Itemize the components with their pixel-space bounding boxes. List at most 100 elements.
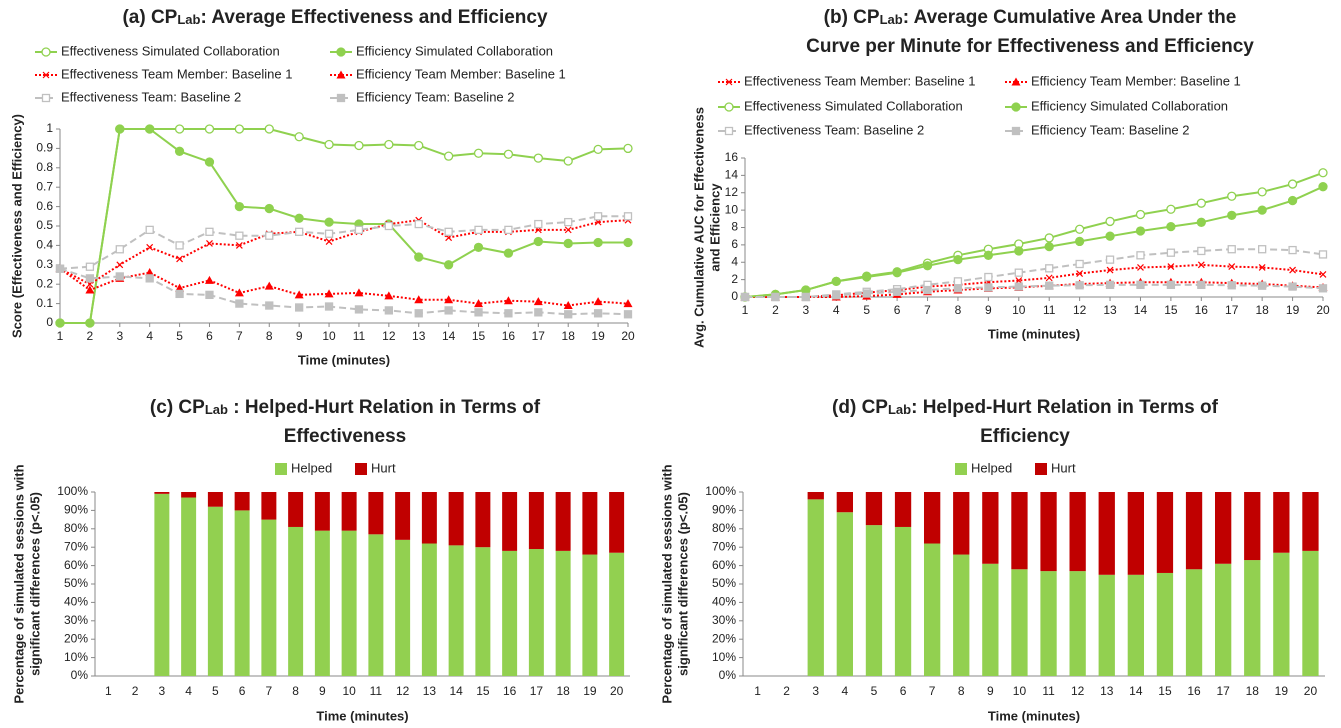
y-tick-label: 0%	[71, 668, 89, 682]
x-tick-label: 18	[1255, 303, 1269, 317]
marker	[1166, 221, 1176, 232]
marker	[325, 238, 333, 245]
marker	[175, 241, 184, 250]
marker	[85, 285, 95, 294]
x-tick-label: 16	[1195, 303, 1209, 317]
bar-segment	[1156, 572, 1174, 676]
marker	[1318, 250, 1328, 259]
x-tick-label: 4	[833, 303, 840, 317]
x-tick-label: 18	[562, 329, 576, 343]
y-tick-label: 70%	[712, 539, 736, 553]
bar-segment	[1011, 492, 1028, 570]
bar-segment	[154, 493, 170, 676]
marker	[1197, 261, 1205, 269]
marker	[384, 221, 393, 231]
y-tick-label: 0.3	[36, 257, 53, 271]
x-tick-label: 9	[319, 684, 326, 698]
x-tick-label: 10	[322, 329, 336, 343]
marker	[1288, 245, 1297, 255]
marker	[1014, 268, 1023, 277]
x-tick-label: 15	[1158, 684, 1172, 698]
y-tick-label: 0.5	[36, 218, 53, 232]
marker	[294, 290, 304, 299]
y-tick-label: 0.2	[36, 276, 53, 290]
legend-label: Hurt	[371, 460, 396, 475]
x-tick-label: 6	[239, 684, 246, 698]
marker	[146, 243, 154, 251]
bar-segment	[894, 526, 912, 676]
chart-title: (d) CPLab: Helped-Hurt Relation in Terms…	[832, 397, 1219, 418]
marker	[174, 124, 185, 134]
y-tick-label: 100%	[57, 484, 88, 498]
bar-segment	[1215, 492, 1232, 564]
y-axis-title: significant differences (p<.05)	[675, 492, 690, 676]
bar-segment	[555, 550, 571, 676]
bar-segment	[894, 492, 912, 527]
x-tick-label: 20	[621, 329, 635, 343]
marker	[1318, 284, 1328, 293]
x-tick-label: 17	[532, 329, 546, 343]
marker	[115, 245, 124, 254]
marker	[1228, 263, 1236, 271]
x-tick-label: 18	[556, 684, 570, 698]
title-part: Lab	[888, 402, 911, 417]
marker	[205, 227, 214, 236]
x-tick-label: 3	[116, 329, 123, 343]
marker	[384, 139, 394, 150]
marker	[234, 201, 245, 212]
marker	[1257, 205, 1267, 215]
bar-segment	[181, 492, 197, 498]
y-tick-label: 20%	[712, 631, 736, 645]
title-part: : Average Effectiveness and Efficiency	[200, 7, 547, 28]
marker	[235, 299, 244, 308]
marker	[55, 264, 65, 273]
bar-segment	[807, 499, 824, 676]
marker	[1105, 255, 1115, 264]
bar-segment	[1302, 492, 1319, 551]
bar-segment	[1069, 492, 1086, 572]
marker	[724, 102, 734, 112]
marker	[1166, 204, 1176, 214]
x-tick-label: 13	[412, 329, 426, 343]
x-tick-label: 12	[1071, 684, 1085, 698]
y-tick-label: 10%	[64, 650, 88, 664]
marker	[354, 305, 364, 314]
marker	[204, 275, 214, 284]
x-tick-label: 5	[212, 684, 219, 698]
x-tick-label: 19	[1286, 303, 1300, 317]
marker	[623, 299, 633, 308]
y-tick-label: 6	[731, 237, 738, 251]
marker	[801, 292, 810, 302]
y-tick-label: 60%	[64, 558, 88, 572]
marker	[234, 124, 245, 134]
x-tick-label: 8	[266, 329, 273, 343]
x-tick-label: 1	[742, 303, 749, 317]
marker	[1319, 270, 1327, 278]
chart-title: Curve per Minute for Effectiveness and E…	[806, 36, 1254, 57]
bar-segment	[836, 492, 853, 513]
bar-segment	[1069, 571, 1086, 676]
marker	[354, 225, 364, 235]
marker	[533, 153, 543, 163]
marker	[41, 93, 51, 103]
marker	[336, 47, 346, 57]
marker	[265, 231, 274, 240]
x-tick-label: 5	[863, 303, 870, 317]
series-line	[60, 128, 628, 324]
x-axis-title: Time (minutes)	[988, 326, 1080, 341]
marker	[443, 151, 454, 161]
bar-segment	[421, 492, 437, 544]
marker	[175, 289, 184, 299]
y-tick-label: 20%	[64, 631, 88, 645]
y-axis-title: Percentage of simulated sessions with	[659, 464, 674, 703]
x-tick-label: 19	[1275, 684, 1289, 698]
x-tick-label: 3	[802, 303, 809, 317]
x-tick-label: 16	[502, 329, 516, 343]
marker	[1196, 217, 1206, 227]
marker	[623, 310, 633, 319]
marker	[85, 274, 95, 283]
marker	[414, 140, 424, 151]
bar-segment	[555, 492, 571, 551]
marker	[42, 71, 50, 79]
bar-segment	[368, 492, 384, 535]
